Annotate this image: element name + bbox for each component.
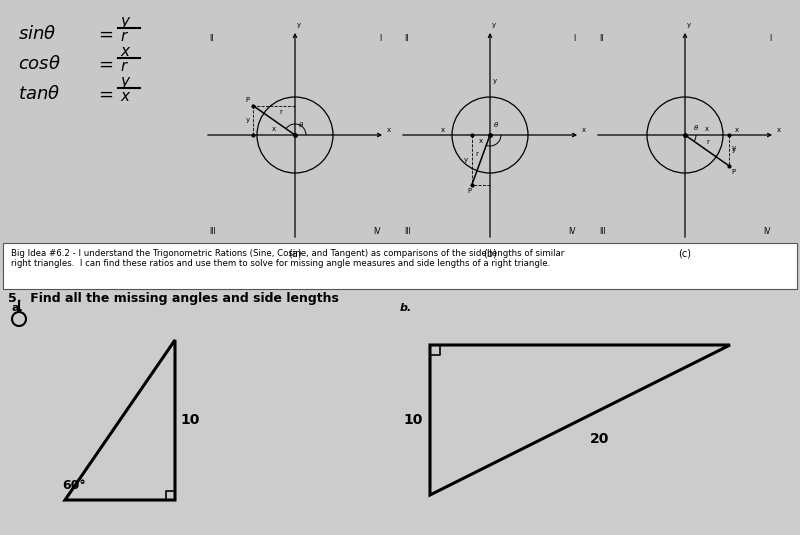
Text: $y$: $y$ — [120, 15, 131, 31]
Text: III: III — [404, 227, 410, 236]
Text: x: x — [705, 126, 709, 132]
Text: I: I — [769, 34, 771, 43]
Text: P: P — [246, 97, 250, 103]
Text: x: x — [272, 126, 276, 132]
Text: (b): (b) — [483, 248, 497, 258]
Text: 10: 10 — [180, 413, 199, 427]
Text: $=$: $=$ — [95, 85, 114, 103]
Text: I: I — [378, 34, 381, 43]
Text: 10: 10 — [404, 413, 423, 427]
Text: II: II — [404, 34, 409, 43]
Text: $sin\theta$: $sin\theta$ — [18, 25, 57, 43]
Text: y: y — [492, 22, 496, 28]
Text: III: III — [209, 227, 216, 236]
Text: a.: a. — [12, 303, 24, 313]
Text: b.: b. — [400, 303, 412, 313]
Text: (a): (a) — [288, 248, 302, 258]
Text: IV: IV — [374, 227, 381, 236]
Text: x: x — [777, 127, 781, 133]
Text: $=$: $=$ — [95, 55, 114, 73]
Text: Big Idea #6.2 - I understand the Trigonometric Rations (Sine, Cosine, and Tangen: Big Idea #6.2 - I understand the Trigono… — [11, 249, 564, 269]
Text: $\theta$: $\theta$ — [693, 123, 699, 132]
Text: I: I — [574, 34, 576, 43]
Text: r: r — [279, 109, 282, 115]
Text: 20: 20 — [590, 432, 610, 446]
Text: r: r — [706, 139, 710, 146]
Text: y: y — [731, 147, 736, 153]
Text: r: r — [475, 151, 478, 157]
Text: (c): (c) — [678, 248, 691, 258]
Text: $r$: $r$ — [120, 30, 129, 44]
Text: y: y — [731, 146, 736, 151]
Text: x: x — [582, 127, 586, 133]
Text: y: y — [464, 157, 468, 163]
Text: y: y — [297, 22, 301, 28]
Text: $r$: $r$ — [120, 60, 129, 74]
FancyBboxPatch shape — [3, 243, 797, 289]
Text: y: y — [246, 117, 250, 123]
Text: III: III — [599, 227, 606, 236]
Text: y: y — [493, 78, 497, 83]
Text: II: II — [209, 34, 214, 43]
Text: P: P — [731, 169, 736, 174]
Text: IV: IV — [569, 227, 576, 236]
FancyBboxPatch shape — [0, 0, 800, 270]
Text: 5.  Find all the missing angles and side lengths: 5. Find all the missing angles and side … — [8, 292, 339, 305]
Text: y: y — [687, 22, 691, 28]
Text: $cos\theta$: $cos\theta$ — [18, 55, 61, 73]
Text: $tan\theta$: $tan\theta$ — [18, 85, 60, 103]
Text: x: x — [479, 138, 483, 144]
Text: x: x — [441, 127, 445, 133]
Text: 60°: 60° — [62, 479, 86, 492]
Text: $\theta$: $\theta$ — [298, 120, 304, 129]
Text: $y$: $y$ — [120, 75, 131, 91]
Text: x: x — [387, 127, 391, 133]
Text: x: x — [734, 127, 738, 133]
Text: $x$: $x$ — [120, 90, 131, 104]
Text: $=$: $=$ — [95, 25, 114, 43]
Text: $\theta$: $\theta$ — [493, 120, 499, 129]
Text: IV: IV — [763, 227, 771, 236]
Text: P: P — [468, 188, 472, 194]
Text: II: II — [599, 34, 603, 43]
Text: $x$: $x$ — [120, 45, 131, 59]
